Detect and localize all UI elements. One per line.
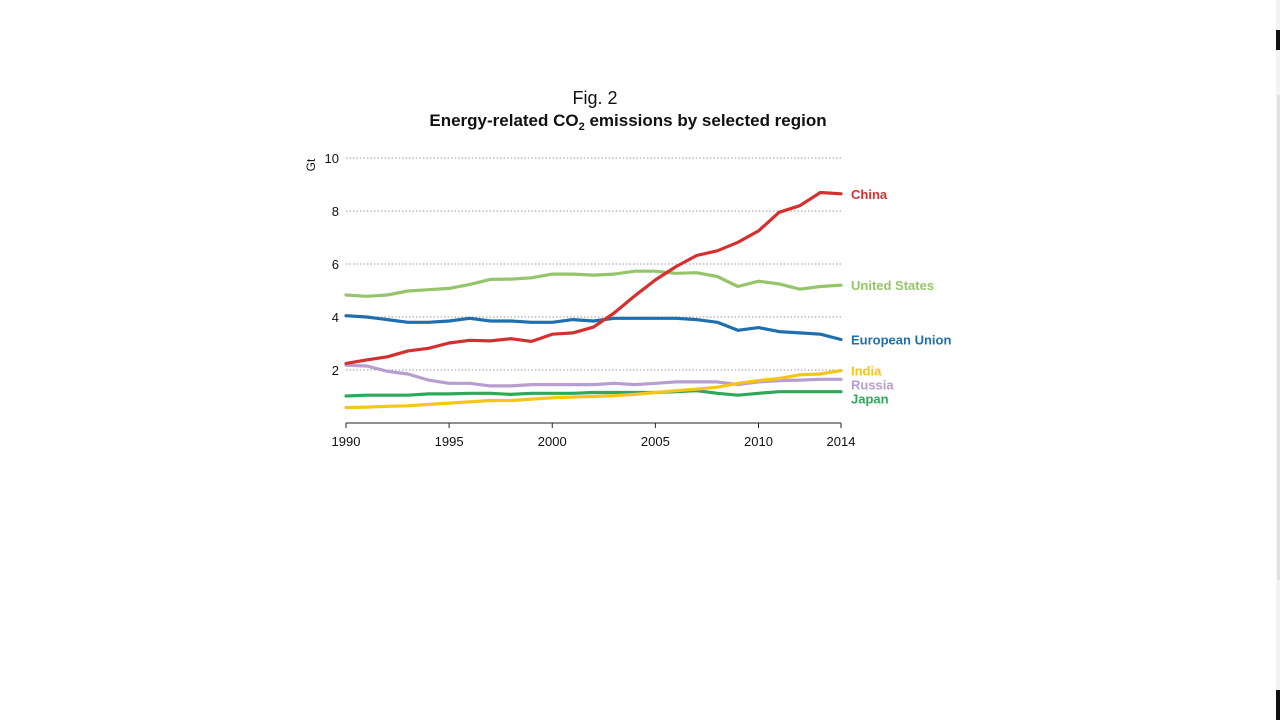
chart-title-main: Energy-related CO	[429, 111, 578, 130]
scrollbar-bottom-marker	[1276, 690, 1280, 720]
series-label-russia: Russia	[851, 378, 894, 393]
x-tick-label: 2014	[827, 434, 856, 449]
y-tick-label: 10	[325, 151, 339, 166]
series-line-china	[344, 190, 843, 365]
x-tick-label: 2010	[744, 434, 773, 449]
series-label-japan: Japan	[851, 392, 889, 407]
y-axis-label: Gt	[304, 158, 318, 171]
x-tick-label: 1990	[332, 434, 361, 449]
chart-title-rest: emissions by selected region	[585, 111, 827, 130]
series-lines	[344, 190, 843, 410]
series-label-india: India	[851, 364, 882, 379]
series-label-united-states: United States	[851, 278, 934, 293]
series-line-india	[344, 368, 843, 410]
y-tick-label: 8	[332, 204, 339, 219]
series-line-russia	[344, 363, 843, 388]
x-tick-label: 2005	[641, 434, 670, 449]
gridlines	[346, 157, 841, 371]
y-tick-label: 2	[332, 363, 339, 378]
scrollbar-thumb[interactable]	[1277, 95, 1280, 580]
x-tick-label: 1995	[435, 434, 464, 449]
x-tick-label: 2000	[538, 434, 567, 449]
series-line-united-states	[344, 269, 843, 298]
figure-label: Fig. 2	[572, 88, 617, 108]
axes: 2 4 6 8 10 1990 1995 2000 2005 2010 2014	[325, 151, 856, 449]
scrollbar-top-marker	[1276, 30, 1280, 50]
y-tick-label: 6	[332, 257, 339, 272]
series-line-japan	[344, 389, 843, 398]
chart-title-subscript: 2	[579, 121, 585, 133]
y-tick-label: 4	[332, 310, 339, 325]
chart-title: Energy-related CO2 emissions by selected…	[429, 111, 826, 133]
series-label-china: China	[851, 187, 888, 202]
series-line-european-union	[344, 314, 843, 342]
series-label-european-union: European Union	[851, 333, 951, 348]
series-labels: China United States European Union IndiaRus…	[851, 187, 951, 407]
